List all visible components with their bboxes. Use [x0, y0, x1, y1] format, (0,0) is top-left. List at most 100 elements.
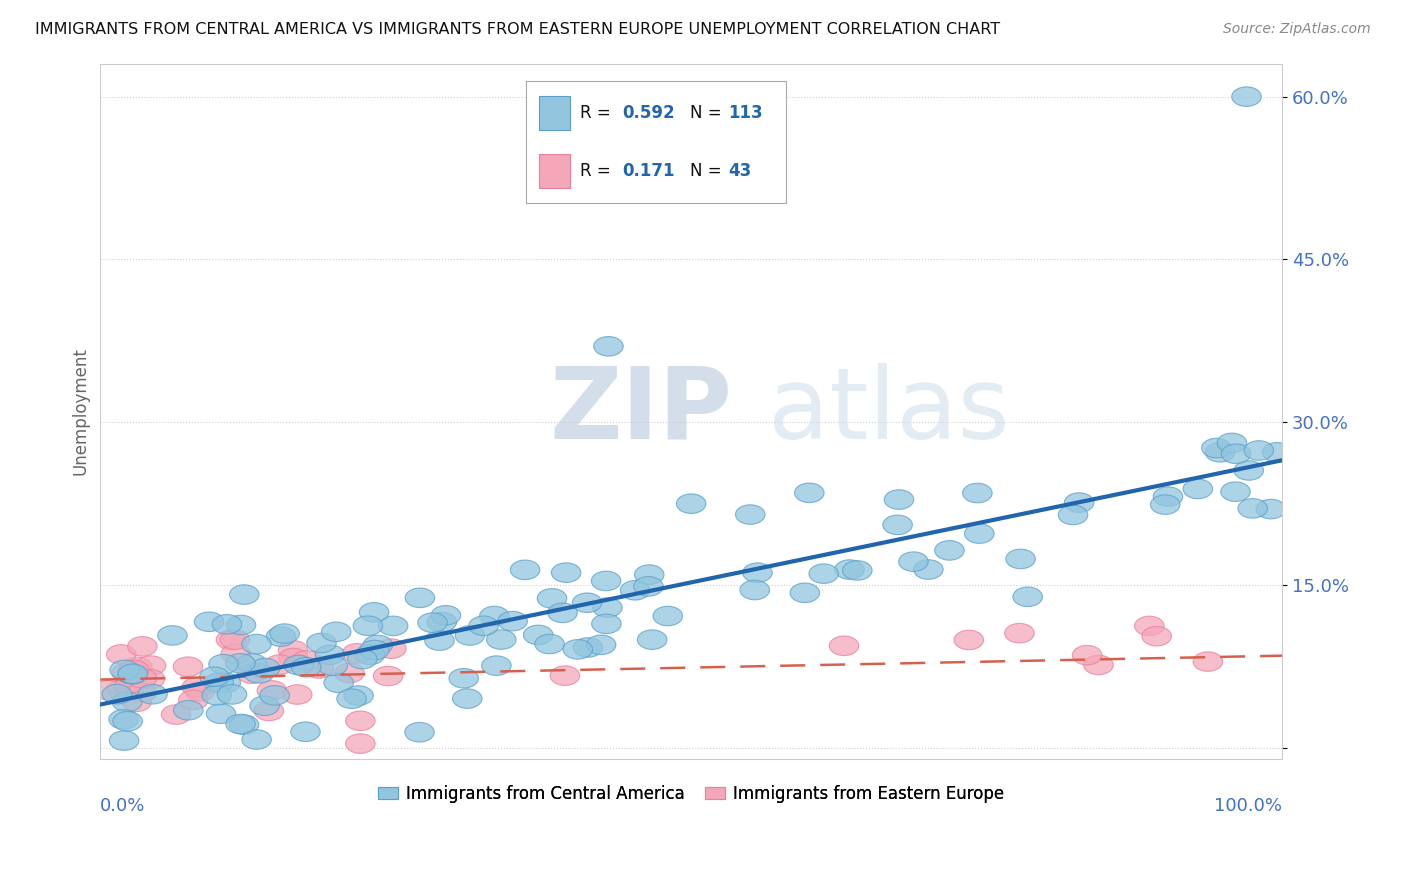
Ellipse shape — [790, 583, 820, 603]
Ellipse shape — [162, 705, 191, 724]
Ellipse shape — [342, 643, 371, 663]
Ellipse shape — [250, 696, 280, 715]
Ellipse shape — [200, 667, 229, 687]
Ellipse shape — [1205, 442, 1234, 462]
Ellipse shape — [360, 603, 389, 622]
Ellipse shape — [117, 665, 146, 684]
Ellipse shape — [208, 655, 238, 674]
Ellipse shape — [128, 637, 157, 657]
Text: Source: ZipAtlas.com: Source: ZipAtlas.com — [1223, 22, 1371, 37]
Ellipse shape — [108, 709, 138, 729]
Ellipse shape — [432, 606, 461, 625]
Ellipse shape — [634, 565, 664, 584]
Ellipse shape — [377, 639, 406, 658]
Ellipse shape — [323, 673, 353, 692]
Ellipse shape — [898, 552, 928, 572]
Ellipse shape — [335, 663, 364, 682]
Ellipse shape — [523, 625, 553, 645]
Y-axis label: Unemployment: Unemployment — [72, 348, 89, 475]
Ellipse shape — [250, 658, 280, 678]
Ellipse shape — [229, 714, 259, 734]
Ellipse shape — [425, 631, 454, 650]
Ellipse shape — [1064, 492, 1094, 512]
Ellipse shape — [468, 616, 498, 636]
Ellipse shape — [107, 645, 136, 665]
Ellipse shape — [479, 607, 509, 626]
Ellipse shape — [652, 607, 682, 626]
Ellipse shape — [204, 673, 233, 692]
Ellipse shape — [1182, 479, 1212, 499]
Text: 0.0%: 0.0% — [100, 797, 146, 815]
Ellipse shape — [254, 701, 284, 721]
Ellipse shape — [304, 659, 333, 678]
Ellipse shape — [405, 723, 434, 742]
Ellipse shape — [418, 613, 447, 632]
Ellipse shape — [510, 560, 540, 580]
Ellipse shape — [346, 734, 375, 754]
Ellipse shape — [456, 625, 485, 645]
Ellipse shape — [1237, 499, 1267, 518]
Ellipse shape — [136, 656, 166, 675]
Ellipse shape — [537, 589, 567, 608]
Ellipse shape — [808, 564, 838, 583]
Ellipse shape — [572, 593, 602, 613]
Ellipse shape — [1220, 482, 1250, 501]
Ellipse shape — [346, 711, 375, 731]
Ellipse shape — [307, 633, 336, 653]
Ellipse shape — [363, 635, 392, 655]
Ellipse shape — [212, 615, 242, 634]
Ellipse shape — [1234, 460, 1264, 480]
Ellipse shape — [592, 571, 621, 591]
Ellipse shape — [278, 648, 308, 668]
Ellipse shape — [226, 714, 256, 734]
Ellipse shape — [112, 692, 142, 712]
Ellipse shape — [482, 656, 512, 675]
Ellipse shape — [360, 640, 389, 660]
Ellipse shape — [1202, 438, 1232, 458]
Ellipse shape — [260, 686, 290, 706]
Ellipse shape — [427, 612, 457, 632]
Ellipse shape — [186, 681, 215, 701]
Ellipse shape — [157, 625, 187, 645]
Ellipse shape — [211, 673, 240, 692]
Ellipse shape — [337, 689, 367, 708]
Ellipse shape — [1135, 616, 1164, 636]
Ellipse shape — [914, 560, 943, 579]
Ellipse shape — [1244, 441, 1274, 460]
Ellipse shape — [110, 731, 139, 750]
Ellipse shape — [347, 649, 377, 669]
Ellipse shape — [242, 634, 271, 654]
Ellipse shape — [586, 635, 616, 655]
Ellipse shape — [173, 657, 202, 676]
Ellipse shape — [1194, 652, 1223, 672]
Ellipse shape — [883, 515, 912, 534]
Ellipse shape — [830, 636, 859, 656]
Ellipse shape — [103, 684, 132, 704]
Ellipse shape — [405, 588, 434, 607]
Ellipse shape — [1073, 646, 1102, 665]
Ellipse shape — [963, 483, 993, 503]
Ellipse shape — [179, 690, 208, 710]
Ellipse shape — [218, 685, 247, 704]
Ellipse shape — [1005, 549, 1035, 569]
Ellipse shape — [284, 656, 314, 674]
Ellipse shape — [742, 563, 772, 582]
Ellipse shape — [112, 712, 142, 731]
Ellipse shape — [315, 645, 344, 665]
Ellipse shape — [107, 680, 136, 699]
Ellipse shape — [955, 631, 984, 649]
Ellipse shape — [221, 644, 250, 664]
Ellipse shape — [245, 664, 274, 683]
Ellipse shape — [620, 581, 650, 600]
Text: IMMIGRANTS FROM CENTRAL AMERICA VS IMMIGRANTS FROM EASTERN EUROPE UNEMPLOYMENT C: IMMIGRANTS FROM CENTRAL AMERICA VS IMMIG… — [35, 22, 1000, 37]
Ellipse shape — [266, 627, 295, 647]
Ellipse shape — [374, 666, 404, 686]
Ellipse shape — [207, 704, 236, 723]
Ellipse shape — [574, 638, 603, 657]
Ellipse shape — [127, 668, 156, 688]
Ellipse shape — [551, 563, 581, 582]
Ellipse shape — [1012, 587, 1042, 607]
Ellipse shape — [194, 612, 224, 632]
Ellipse shape — [120, 660, 149, 680]
Ellipse shape — [127, 683, 156, 702]
